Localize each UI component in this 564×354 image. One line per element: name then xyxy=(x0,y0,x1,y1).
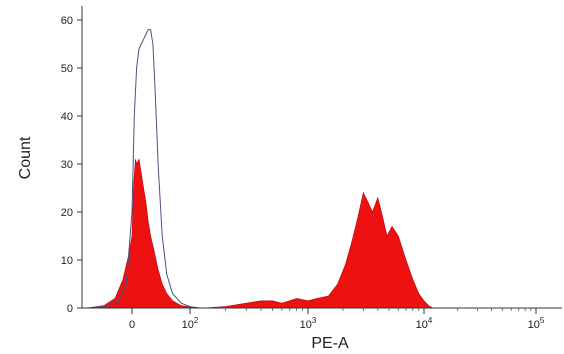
filled-histogram xyxy=(86,158,536,309)
x-tick-label: 103 xyxy=(300,316,317,331)
y-tick-label: 60 xyxy=(61,15,73,27)
chart-marks xyxy=(86,29,536,309)
y-tick-label: 30 xyxy=(61,159,73,171)
outline-histogram xyxy=(86,29,536,309)
y-tick-label: 50 xyxy=(61,63,73,75)
x-tick-label: 105 xyxy=(528,316,545,331)
x-tick-label: 0 xyxy=(129,319,135,331)
chart-axes: 0 10 20 30 40 50 60 0 102 103 104 105 xyxy=(61,6,562,331)
x-tick-label: 104 xyxy=(416,316,433,331)
y-tick-label: 40 xyxy=(61,111,73,123)
y-tick-label: 20 xyxy=(61,207,73,219)
x-axis-title: PE-A xyxy=(311,335,349,352)
y-axis-title: Count xyxy=(17,136,34,179)
y-tick-label: 0 xyxy=(67,303,73,315)
x-tick-label: 102 xyxy=(182,316,199,331)
y-tick-label: 10 xyxy=(61,255,73,267)
